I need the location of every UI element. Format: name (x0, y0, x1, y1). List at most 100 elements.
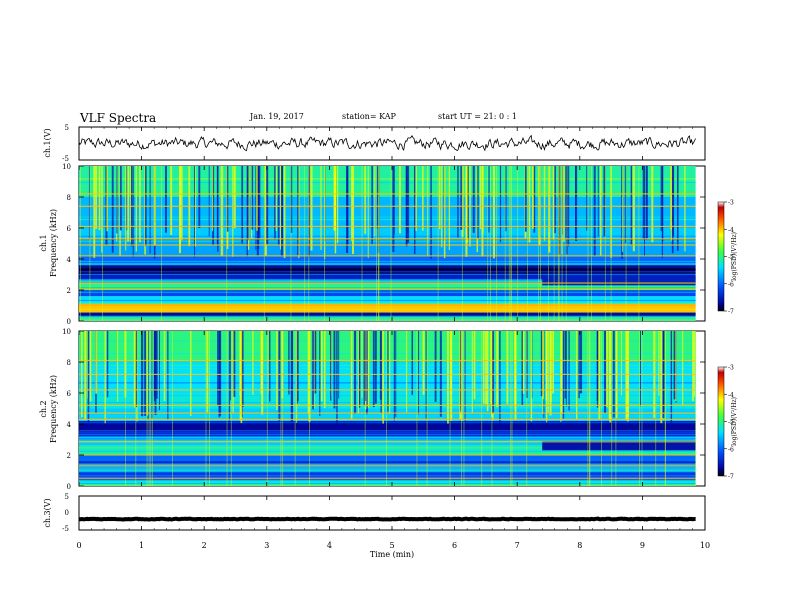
colorbar-tick-label: -5 (728, 254, 734, 261)
sferic-streak (625, 331, 628, 420)
spectral-texture (79, 263, 696, 264)
sferic-streak (336, 166, 339, 244)
sferic-streak (439, 166, 441, 230)
ch1-waveform-line (78, 134, 696, 152)
spectral-texture (79, 475, 696, 477)
colorbar-tick-label: -3 (728, 200, 734, 207)
sferic-streak (450, 331, 453, 421)
ch1-freq-label: Frequency (kHz) (49, 209, 58, 277)
sferic-streak (521, 331, 524, 406)
sferic-streak (645, 166, 648, 239)
ch2-spectrogram-image (79, 331, 697, 486)
sferic-streak (552, 331, 554, 394)
sferic-streak (675, 331, 677, 401)
ytick-label: 8 (67, 359, 71, 367)
sferic-streak (565, 166, 568, 255)
sferic-streak (464, 331, 466, 423)
sferic-streak (320, 331, 323, 402)
sferic-streak (407, 166, 410, 243)
sferic-streak (481, 331, 483, 486)
sferic-streak (620, 331, 622, 396)
sferic-streak (240, 331, 243, 424)
sferic-streak (296, 331, 299, 404)
sferic-streak (546, 331, 548, 423)
sferic-streak (538, 166, 541, 246)
narrowband-line (79, 308, 696, 310)
sferic-streak (374, 331, 377, 404)
xtick-label: 6 (452, 541, 457, 550)
ch2-colorbar: -3 -4 -5 -6 -7 log(PSD)(V²/Hz) (717, 365, 738, 481)
sferic-streak (615, 331, 617, 411)
sferic-streak (146, 331, 148, 486)
sferic-streak (307, 331, 309, 415)
sferic-streak (117, 331, 119, 402)
spectral-texture (79, 240, 696, 242)
sferic-streak (499, 331, 501, 424)
ytick-label: 6 (67, 390, 72, 398)
sferic-streak (89, 166, 91, 321)
time-axis: 0 1 2 3 4 5 6 7 8 9 10 (76, 127, 710, 550)
ytick-label: 2 (67, 452, 71, 460)
spectral-texture (79, 261, 696, 263)
sferic-streak (443, 166, 446, 259)
sferic-streak (554, 166, 556, 234)
narrowband-line (79, 441, 696, 443)
sferic-streak (528, 166, 531, 243)
sferic-streak (522, 331, 525, 394)
spectral-texture (79, 290, 696, 292)
ch3-ytick-top: 5 (65, 493, 69, 501)
sferic-streak (217, 331, 219, 406)
sferic-streak (693, 331, 695, 397)
sferic-streak (280, 331, 282, 486)
sferic-streak (376, 166, 377, 321)
sferic-streak (406, 331, 408, 413)
spectral-texture (79, 361, 696, 363)
sferic-streak (364, 331, 366, 486)
sferic-streak (624, 166, 627, 243)
sferic-streak (167, 331, 169, 420)
narrowband-line (79, 205, 696, 207)
sferic-streak (206, 331, 209, 413)
spectral-texture (79, 452, 696, 454)
narrowband-line (79, 359, 696, 362)
sferic-streak (379, 331, 382, 400)
sferic-streak (660, 166, 662, 232)
ch1-yticks: 0 2 4 6 8 10 (62, 163, 705, 326)
sferic-streak (330, 331, 332, 401)
sferic-streak (274, 166, 277, 231)
sferic-streak (692, 331, 694, 402)
narrowband-line (79, 225, 696, 228)
sferic-streak (233, 331, 236, 397)
sferic-streak (297, 331, 299, 402)
spectral-texture (79, 287, 696, 289)
sferic-streak (568, 331, 570, 411)
sferic-streak (671, 166, 674, 254)
sferic-streak (104, 331, 106, 424)
sferic-streak (416, 331, 418, 486)
sferic-streak (357, 331, 359, 414)
narrowband-line (79, 418, 696, 420)
sferic-streak (575, 166, 577, 240)
spectral-texture (79, 289, 696, 291)
sferic-streak (217, 166, 219, 252)
spectral-texture (79, 457, 696, 459)
sferic-streak (422, 331, 425, 395)
sferic-streak (488, 166, 490, 233)
sferic-streak (252, 331, 254, 395)
sferic-streak (538, 166, 539, 321)
spectral-texture (79, 461, 696, 463)
colorbar-tick-label: -7 (728, 309, 734, 316)
xtick-label: 8 (577, 541, 582, 550)
spectral-band (79, 331, 696, 362)
spectral-texture (79, 432, 696, 434)
sferic-streak (630, 166, 633, 245)
sferic-streak (565, 166, 567, 321)
sferic-streak (460, 331, 462, 412)
sferic-streak (610, 166, 612, 321)
spectral-band (79, 455, 696, 465)
sferic-streak (596, 331, 599, 408)
sferic-streak (547, 331, 549, 414)
sferic-streak (268, 331, 271, 402)
sferic-streak (282, 331, 284, 486)
spectral-texture (79, 264, 696, 265)
